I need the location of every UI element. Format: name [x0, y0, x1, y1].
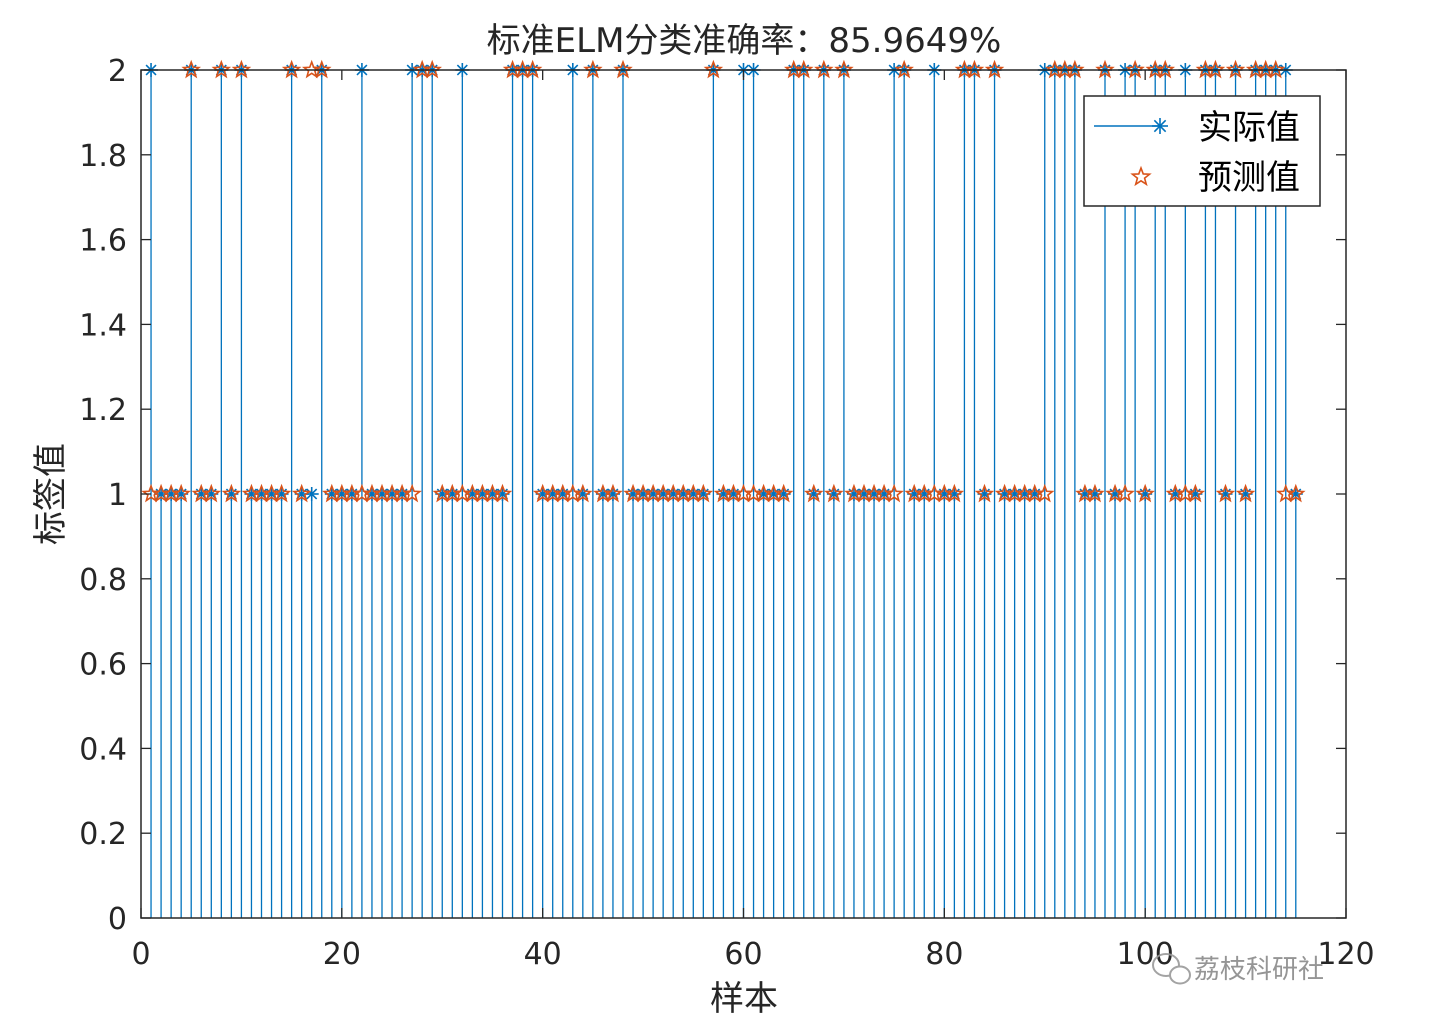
legend-box — [1083, 95, 1321, 207]
y-tick-label: 0.2 — [79, 817, 127, 852]
x-tick-label: 60 — [724, 937, 762, 972]
predicted-point — [703, 59, 724, 79]
predicted-value-markers — [141, 59, 1306, 503]
x-tick-label: 20 — [323, 937, 361, 972]
predicted-point — [201, 483, 222, 503]
predicted-point — [964, 59, 985, 79]
predicted-point — [944, 483, 965, 503]
legend-predicted-marker — [1130, 165, 1152, 187]
predicted-point — [221, 483, 242, 503]
watermark-text: 荔枝科研社 — [1194, 955, 1324, 985]
predicted-point — [271, 483, 292, 503]
predicted-point — [1155, 59, 1176, 79]
predicted-point — [231, 59, 252, 79]
predicted-point — [613, 59, 633, 79]
predicted-point — [1115, 483, 1135, 503]
y-tick-label: 0.6 — [79, 648, 127, 683]
x-tick-label: 40 — [524, 937, 562, 972]
predicted-point — [894, 59, 914, 79]
x-tick-label: 0 — [131, 937, 150, 972]
x-tick-label: 120 — [1317, 937, 1374, 972]
x-axis: 0 20 40 60 80 100 120 — [131, 70, 1375, 972]
predicted-point — [1225, 59, 1246, 79]
watermark: 荔枝科研社 — [1152, 953, 1324, 985]
y-tick-label: 1.4 — [79, 308, 127, 343]
legend-predicted-label: 预测值 — [1198, 158, 1300, 198]
predicted-point — [1065, 59, 1085, 79]
y-tick-label: 1.6 — [79, 224, 127, 259]
predicted-point — [1185, 483, 1206, 503]
predicted-point — [311, 59, 332, 79]
predicted-point — [1125, 59, 1145, 79]
predicted-point — [1286, 483, 1306, 503]
y-axis-label: 标签值 — [31, 443, 71, 545]
y-tick-label: 0.4 — [79, 732, 127, 767]
predicted-point — [1034, 483, 1055, 503]
predicted-point — [211, 59, 232, 79]
predicted-point — [884, 483, 904, 503]
stems-layer — [150, 70, 1297, 918]
x-axis-label: 样本 — [710, 979, 778, 1019]
y-tick-label: 1.2 — [79, 393, 127, 428]
predicted-point — [773, 483, 794, 503]
predicted-point — [291, 483, 312, 503]
predicted-point — [402, 483, 422, 503]
legend-actual-label: 实际值 — [1198, 108, 1300, 148]
legend-actual-marker — [1152, 118, 1168, 134]
predicted-point — [422, 59, 442, 79]
legend-actual-asterisk — [1152, 118, 1168, 134]
predicted-point — [1205, 59, 1226, 79]
predicted-point — [793, 59, 814, 79]
legend-predicted-star — [1130, 165, 1152, 187]
predicted-point — [573, 483, 593, 503]
predicted-point — [1265, 59, 1286, 79]
predicted-point — [814, 59, 834, 79]
predicted-point — [181, 59, 201, 79]
predicted-point — [1095, 59, 1115, 79]
predicted-point — [824, 483, 844, 503]
predicted-point — [492, 483, 513, 503]
x-tick-label: 80 — [925, 937, 963, 972]
legend[interactable]: 实际值 预测值 — [1083, 95, 1321, 207]
y-tick-label: 0 — [108, 902, 127, 937]
predicted-point — [1215, 483, 1236, 503]
predicted-point — [522, 59, 543, 79]
predicted-point — [281, 59, 302, 79]
predicted-point — [804, 483, 824, 503]
predicted-point — [603, 483, 623, 503]
predicted-point — [171, 483, 191, 503]
predicted-point — [974, 483, 995, 503]
predicted-point — [1235, 483, 1256, 503]
predicted-point — [583, 59, 603, 79]
y-tick-label: 1.8 — [79, 139, 127, 174]
predicted-point — [984, 59, 1005, 79]
predicted-point — [1135, 483, 1155, 503]
y-tick-label: 0.8 — [79, 563, 127, 598]
y-tick-label: 2 — [108, 54, 127, 89]
y-axis: 0 0.2 0.4 0.6 0.8 1 1.2 1.4 1.6 1.8 2 — [79, 54, 1346, 937]
chart-title: 标准ELM分类准确率：85.9649% — [487, 21, 1002, 61]
y-tick-label: 1 — [108, 478, 127, 513]
wechat-icon — [1152, 953, 1191, 985]
predicted-point — [1085, 483, 1105, 503]
predicted-point — [693, 483, 714, 503]
predicted-point — [834, 59, 854, 79]
